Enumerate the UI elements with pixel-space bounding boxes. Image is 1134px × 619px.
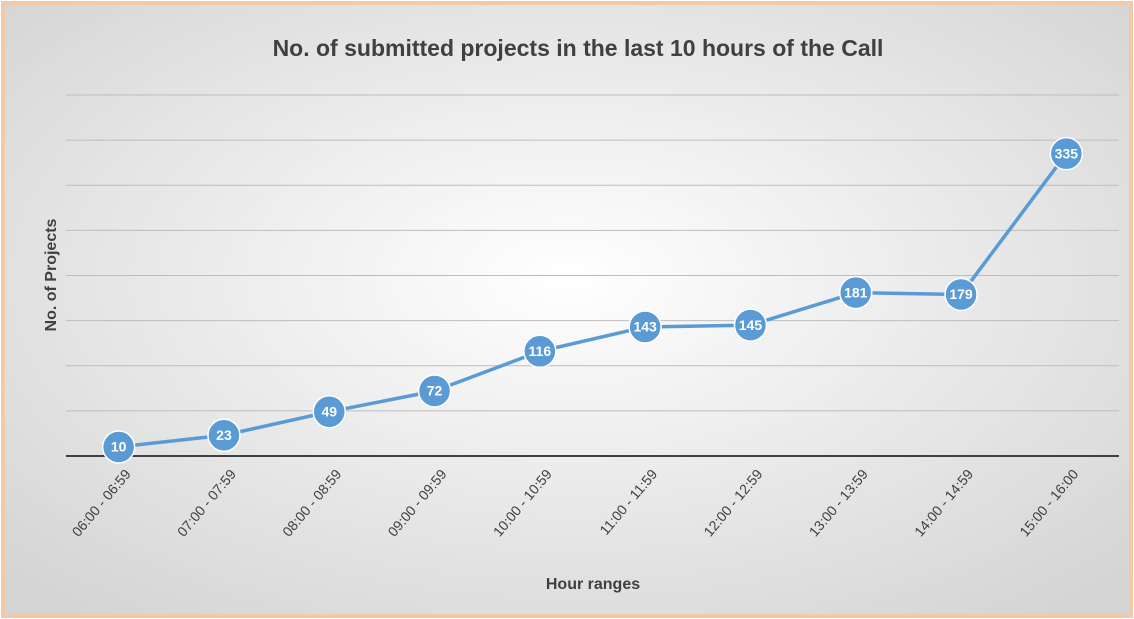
x-axis-title: Hour ranges <box>546 576 640 593</box>
data-label: 72 <box>427 383 443 399</box>
data-label: 179 <box>949 286 973 302</box>
data-label: 49 <box>321 403 337 419</box>
point <box>1049 136 1084 171</box>
point <box>733 308 768 342</box>
data-label: 335 <box>1055 145 1079 161</box>
data-label: 116 <box>529 343 552 359</box>
point <box>523 334 557 369</box>
data-label: 23 <box>216 427 232 443</box>
data-label: 10 <box>111 439 127 455</box>
data-label: 145 <box>739 317 763 333</box>
y-axis-title: No. of Projects <box>43 218 60 331</box>
point <box>101 430 136 464</box>
point <box>417 374 452 408</box>
point <box>207 418 241 452</box>
point <box>628 310 662 344</box>
line <box>118 152 1068 449</box>
point <box>839 275 873 310</box>
point <box>312 395 346 429</box>
chart-title: No. of submitted projects in the last 10… <box>273 35 884 61</box>
point <box>944 277 978 312</box>
data-label: 143 <box>633 319 657 335</box>
data-label: 181 <box>844 284 868 300</box>
